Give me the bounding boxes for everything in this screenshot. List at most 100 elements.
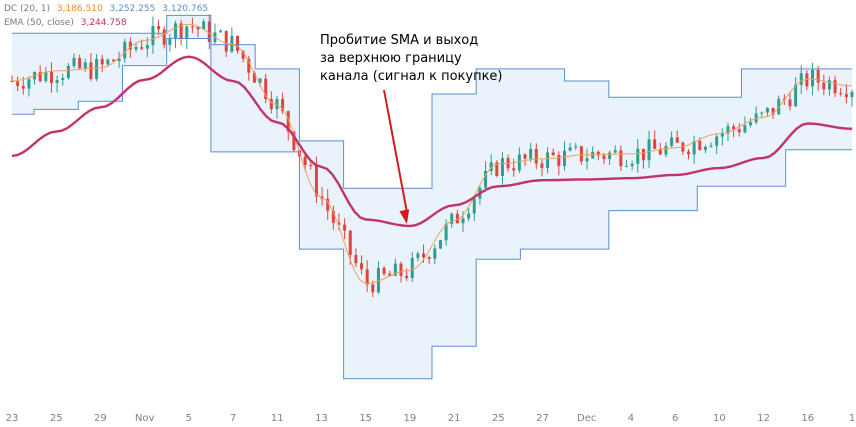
candle-body <box>765 107 769 113</box>
candle-body <box>602 155 606 160</box>
x-tick-label: 11 <box>271 413 284 424</box>
candle-body <box>326 198 330 211</box>
annotation-text: Пробитие SMA и выход за верхнюю границу … <box>320 32 520 86</box>
legend-ema-row: EMA (50, close) 3,244.758 <box>4 16 208 30</box>
candle-body <box>83 62 87 69</box>
candle-body <box>72 57 76 66</box>
candle-body <box>568 147 572 151</box>
candle-body <box>596 151 600 156</box>
candle-body <box>484 170 488 188</box>
candle-body <box>281 99 285 112</box>
candle-body <box>145 45 149 49</box>
candle-body <box>619 150 623 167</box>
legend-ema-value: 3,244.758 <box>80 18 127 28</box>
legend-dc-label: DC (20, 1) <box>4 4 50 14</box>
candle-body <box>636 148 640 164</box>
candle-body <box>743 125 747 133</box>
candle-body <box>202 21 206 30</box>
candle-body <box>517 154 521 171</box>
candle-body <box>168 38 172 45</box>
candle-body <box>38 72 42 81</box>
annotation-line-1: Пробитие SMA и выход <box>320 33 479 48</box>
x-tick-label: 25 <box>492 413 505 424</box>
candle-body <box>495 162 499 176</box>
dc-channel-fill <box>12 15 852 379</box>
candle-body <box>151 26 155 46</box>
candle-body <box>450 213 454 224</box>
candle-body <box>331 210 335 223</box>
candle-body <box>444 223 448 241</box>
candle-body <box>275 99 279 110</box>
candle-body <box>252 72 256 83</box>
candle-body <box>687 151 691 155</box>
x-tick-label: 5 <box>186 413 192 424</box>
dc-lower-line <box>12 38 852 380</box>
candle-body <box>55 80 59 83</box>
candle-body <box>219 30 223 33</box>
candle-body <box>314 165 318 197</box>
candle-body <box>128 41 132 50</box>
candle-body <box>500 158 504 176</box>
candle-body <box>585 158 589 162</box>
x-tick-label: 15 <box>359 413 372 424</box>
candle-body <box>438 240 442 249</box>
candle-body <box>371 284 375 293</box>
candle-body <box>365 269 369 285</box>
x-tick-label: 6 <box>672 413 678 424</box>
candle-body <box>540 163 544 168</box>
candle-body <box>78 57 82 69</box>
candle-body <box>388 273 392 276</box>
candle-body <box>613 150 617 153</box>
candle-body <box>658 148 662 155</box>
candle-body <box>27 79 31 89</box>
candle-body <box>162 29 166 45</box>
candle-body <box>472 198 476 214</box>
candle-body <box>579 146 583 162</box>
candle-body <box>754 113 758 123</box>
candle-body <box>749 122 753 126</box>
candle-body <box>10 81 14 82</box>
candle-body <box>489 162 493 171</box>
candle-body <box>111 59 115 62</box>
candle-body <box>422 253 426 258</box>
annotation-arrow-shaft <box>383 89 408 213</box>
candle-body <box>529 148 533 159</box>
candle-body <box>551 152 555 156</box>
candle-body <box>348 230 352 255</box>
candle-body <box>405 275 409 278</box>
candle-body <box>732 126 736 130</box>
x-tick-label: Dec <box>577 413 596 424</box>
candle-body <box>647 139 651 161</box>
candle-body <box>653 139 657 149</box>
candle-body <box>140 47 144 49</box>
x-tick-label: 1 <box>849 413 855 424</box>
candle-body <box>709 145 713 147</box>
candle-body <box>816 69 820 83</box>
x-tick-label: 25 <box>50 413 63 424</box>
x-tick-label: 16 <box>801 413 814 424</box>
candle-body <box>703 146 707 150</box>
x-tick-label: 27 <box>536 413 549 424</box>
dc-middle-line <box>11 23 853 285</box>
candle-body <box>224 30 228 52</box>
legend-dc-lower-value: 3,120.765 <box>162 4 209 14</box>
candle-body <box>61 78 65 81</box>
candle-body <box>794 84 798 107</box>
candle-body <box>247 58 251 73</box>
candle-body <box>546 152 550 168</box>
candle-body <box>190 26 194 28</box>
candle-body <box>433 248 437 259</box>
candle-body <box>393 263 397 276</box>
candle-body <box>230 35 234 52</box>
annotation-arrow-head <box>399 209 410 224</box>
candle-body <box>354 254 358 264</box>
candle-body <box>799 73 803 85</box>
candle-body <box>207 21 211 43</box>
candle-body <box>562 150 566 166</box>
x-tick-label: 23 <box>6 413 19 424</box>
x-tick-label: Nov <box>135 413 155 424</box>
candle-body <box>21 85 25 89</box>
x-tick-label: 7 <box>230 413 236 424</box>
candle-body <box>410 257 414 278</box>
